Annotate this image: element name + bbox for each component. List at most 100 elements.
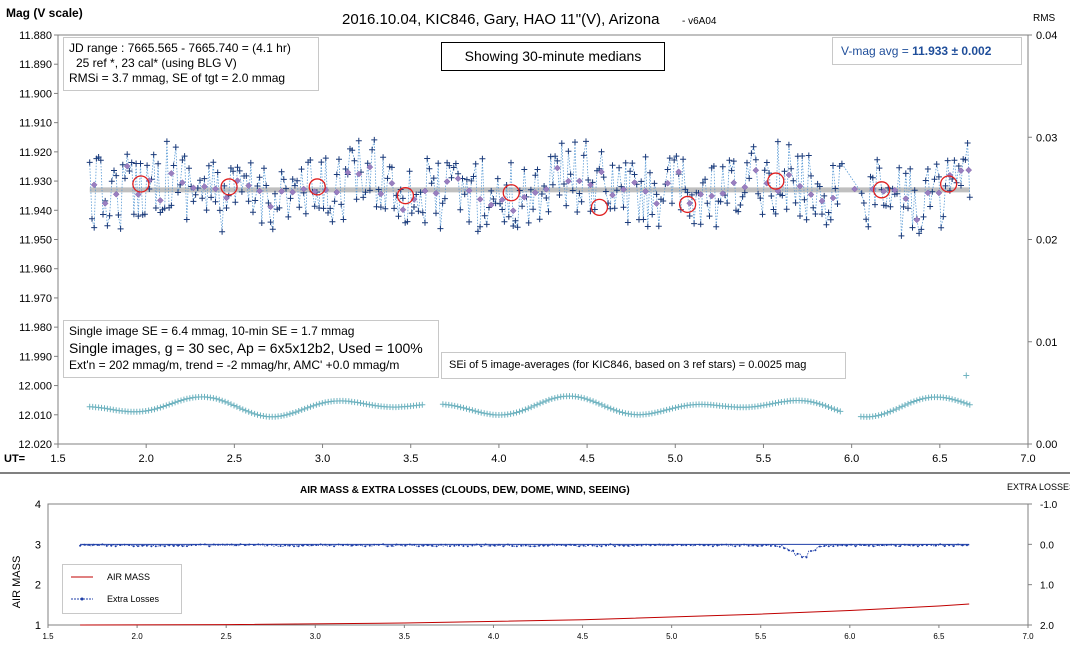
single-image-point bbox=[477, 223, 484, 230]
single-image-point bbox=[318, 159, 325, 166]
single-image-point bbox=[265, 200, 272, 206]
rms-point bbox=[660, 407, 667, 414]
rms-point bbox=[316, 400, 323, 407]
rms-point bbox=[816, 401, 823, 407]
single-image-point bbox=[631, 171, 638, 178]
extra-losses-point bbox=[645, 543, 648, 546]
single-image-point bbox=[797, 213, 803, 219]
rms-point bbox=[916, 396, 923, 403]
top-x-tick-label: 4.5 bbox=[579, 453, 594, 465]
single-image-point bbox=[450, 164, 457, 171]
extra-losses-point bbox=[787, 549, 790, 552]
bottom-plot-frame bbox=[47, 503, 1029, 626]
single-image-point bbox=[311, 203, 318, 210]
single-image-point bbox=[918, 226, 925, 233]
extra-losses-point bbox=[529, 545, 532, 548]
single-image-point bbox=[938, 224, 945, 231]
single-image-point bbox=[499, 206, 506, 213]
extra-losses-point bbox=[137, 545, 139, 548]
image-average-point bbox=[553, 164, 561, 172]
image-average-point bbox=[653, 200, 660, 207]
single-image-point bbox=[858, 190, 865, 197]
single-image-point bbox=[483, 221, 490, 228]
single-image-points bbox=[86, 136, 973, 239]
extra-losses-point bbox=[306, 544, 309, 546]
image-average-point bbox=[410, 196, 418, 203]
single-image-point bbox=[647, 169, 653, 176]
single-image-point bbox=[457, 206, 464, 213]
single-image-point bbox=[699, 179, 706, 186]
image-average-point bbox=[708, 192, 716, 200]
single-image-point bbox=[602, 188, 609, 195]
single-image-point bbox=[624, 219, 631, 226]
rms-point bbox=[890, 407, 897, 414]
rms-point bbox=[172, 399, 179, 406]
top-y-axis-label: Mag (V scale) bbox=[6, 6, 83, 20]
image-average-point bbox=[333, 188, 341, 196]
rms-point bbox=[248, 409, 255, 416]
rms-point bbox=[160, 403, 167, 410]
extra-losses-point bbox=[212, 543, 215, 546]
single-image-point bbox=[104, 222, 111, 229]
rms-point bbox=[910, 398, 917, 405]
rms-point bbox=[619, 409, 626, 416]
single-image-point bbox=[468, 177, 475, 184]
single-image-point bbox=[933, 161, 940, 168]
single-image-point bbox=[726, 157, 733, 164]
single-image-point bbox=[525, 219, 532, 226]
rms-point bbox=[672, 404, 679, 411]
airmass-line bbox=[80, 603, 970, 626]
image-average-point bbox=[123, 162, 131, 170]
median-label: Showing 30-minute medians bbox=[464, 48, 642, 64]
vmag-err: ± 0.002 bbox=[951, 44, 992, 58]
extra-losses-point bbox=[328, 544, 331, 547]
bottom-x-tick-label: 5.5 bbox=[755, 632, 767, 641]
extra-losses-point bbox=[150, 545, 153, 548]
rms-point bbox=[286, 410, 293, 417]
rms-point bbox=[966, 401, 973, 408]
extra-losses-point bbox=[186, 545, 188, 548]
single-image-point bbox=[298, 166, 305, 173]
single-image-point bbox=[474, 228, 481, 235]
single-image-point bbox=[360, 194, 367, 201]
single-image-point bbox=[234, 164, 241, 171]
median-box: Showing 30-minute medians bbox=[441, 42, 665, 71]
image-average-point bbox=[355, 170, 363, 178]
single-image-point bbox=[172, 144, 179, 151]
extra-losses-point bbox=[203, 543, 206, 546]
single-image-point bbox=[532, 172, 539, 179]
single-image-point bbox=[686, 213, 693, 219]
extra-losses-point bbox=[123, 543, 126, 546]
rms-point bbox=[213, 395, 220, 402]
image-average-point bbox=[179, 179, 186, 186]
top-y2-axis-label: RMS bbox=[1033, 13, 1056, 24]
rms-point bbox=[595, 400, 602, 407]
image-average-point bbox=[565, 177, 572, 185]
single-image-point bbox=[294, 177, 301, 184]
extra-losses-point bbox=[850, 543, 853, 546]
single-image-point bbox=[609, 162, 616, 169]
single-image-point bbox=[629, 160, 636, 167]
rms-point bbox=[584, 396, 591, 403]
single-image-point bbox=[238, 188, 245, 195]
single-image-point bbox=[521, 166, 528, 173]
single-image-point bbox=[534, 166, 541, 173]
top-title: 2016.10.04, KIC846, Gary, HAO 11"(V), Ar… bbox=[342, 11, 660, 28]
single-image-point bbox=[955, 163, 962, 169]
image-average-point bbox=[289, 188, 297, 196]
extra-losses-point bbox=[524, 544, 527, 547]
image-average-point bbox=[829, 194, 837, 202]
image-average-point bbox=[946, 171, 954, 179]
rms-point bbox=[307, 403, 314, 410]
extra-losses-point bbox=[373, 543, 376, 546]
single-image-point bbox=[774, 138, 781, 145]
single-image-point bbox=[613, 187, 620, 194]
single-image-point bbox=[558, 140, 565, 147]
extra-losses-points bbox=[79, 543, 968, 559]
rms-point bbox=[219, 397, 226, 404]
rms-points bbox=[86, 372, 973, 420]
rms-point bbox=[228, 401, 234, 408]
single-image-point bbox=[212, 198, 219, 205]
top-y-tick-label: 11.900 bbox=[19, 88, 52, 100]
single-image-point bbox=[413, 191, 420, 198]
